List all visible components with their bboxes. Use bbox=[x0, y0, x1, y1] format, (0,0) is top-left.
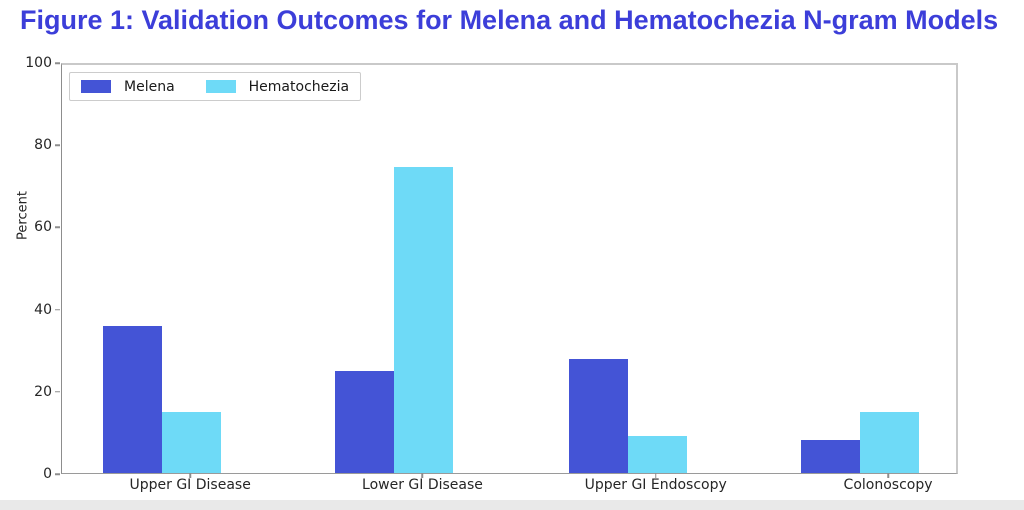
legend: Melena Hematochezia bbox=[69, 72, 362, 101]
legend-label-melena: Melena bbox=[124, 78, 175, 95]
legend-entry-hematochezia: Hematochezia bbox=[205, 78, 350, 95]
x-tick-label-upper-gi-endoscopy: Upper GI Endoscopy bbox=[584, 477, 727, 493]
y-tick-mark bbox=[55, 391, 60, 393]
legend-label-hematochezia: Hematochezia bbox=[248, 78, 350, 95]
bar-melena-lower-gi-disease bbox=[335, 371, 394, 473]
y-tick-mark bbox=[55, 473, 60, 475]
x-tick-mark bbox=[887, 473, 889, 478]
legend-swatch-melena bbox=[81, 80, 111, 93]
y-tick-label-60: 60 bbox=[34, 219, 52, 236]
bar-hematochezia-colonoscopy bbox=[860, 411, 919, 473]
x-tick-label-lower-gi-disease: Lower GI Disease bbox=[362, 477, 483, 493]
x-tick-label-upper-gi-disease: Upper GI Disease bbox=[129, 477, 251, 493]
y-tick-label-20: 20 bbox=[34, 383, 52, 400]
y-tick-label-40: 40 bbox=[34, 301, 52, 318]
y-tick-mark bbox=[55, 226, 60, 229]
y-tick-mark bbox=[55, 308, 60, 311]
y-axis-title: Percent bbox=[15, 191, 31, 240]
bar-melena-upper-gi-endoscopy bbox=[569, 358, 628, 473]
y-tick-label-100: 100 bbox=[25, 55, 52, 71]
y-tick-mark bbox=[55, 144, 60, 146]
bar-hematochezia-upper-gi-disease bbox=[162, 411, 221, 473]
x-tick-mark bbox=[654, 473, 657, 478]
bar-melena-colonoscopy bbox=[801, 440, 860, 473]
bar-melena-upper-gi-disease bbox=[103, 326, 162, 473]
legend-entry-melena: Melena bbox=[81, 79, 175, 95]
x-tick-label-colonoscopy: Colonoscopy bbox=[843, 477, 933, 493]
figure-title: Figure 1: Validation Outcomes for Melena… bbox=[20, 5, 999, 35]
plot-area: Melena Hematochezia bbox=[61, 63, 958, 474]
bar-hematochezia-upper-gi-endoscopy bbox=[628, 436, 687, 473]
y-tick-mark bbox=[55, 62, 60, 64]
y-tick-label-0: 0 bbox=[43, 466, 52, 482]
bar-hematochezia-lower-gi-disease bbox=[394, 167, 453, 473]
x-tick-mark bbox=[421, 473, 424, 478]
x-tick-mark bbox=[189, 473, 191, 478]
legend-swatch-hematochezia bbox=[205, 80, 236, 93]
bottom-strip bbox=[0, 500, 1024, 510]
y-tick-label-80: 80 bbox=[34, 137, 52, 154]
